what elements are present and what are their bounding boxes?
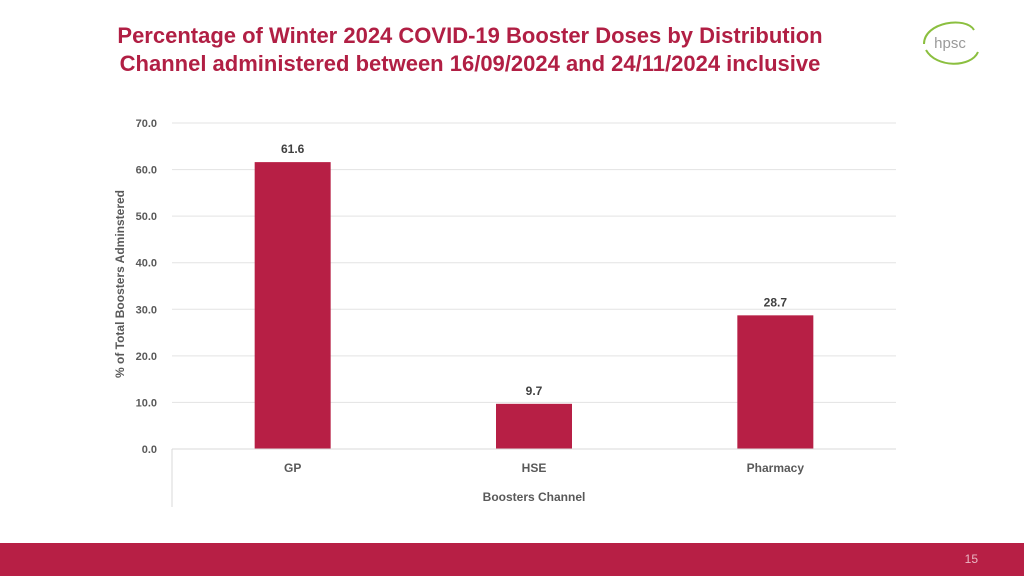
y-tick-label: 20.0	[136, 351, 157, 363]
footer-band	[0, 543, 1024, 576]
slide-title: Percentage of Winter 2024 COVID-19 Boost…	[40, 22, 900, 78]
y-tick-label: 70.0	[136, 118, 157, 130]
chart-bars	[254, 162, 814, 449]
hpsc-logo: hpsc	[923, 21, 979, 65]
bar-hse	[496, 403, 572, 449]
x-axis-ticks: GP HSE Pharmacy	[284, 461, 804, 475]
y-tick-label: 30.0	[136, 304, 157, 316]
data-label: 28.7	[764, 295, 788, 309]
y-axis-ticks: 0.0 10.0 20.0 30.0 40.0 50.0 60.0 70.0	[136, 118, 157, 456]
x-tick-label: HSE	[522, 461, 547, 475]
y-tick-label: 0.0	[142, 444, 157, 456]
data-label: 61.6	[281, 142, 305, 156]
y-tick-label: 10.0	[136, 397, 157, 409]
slide-title-line-1: Percentage of Winter 2024 COVID-19 Boost…	[117, 23, 823, 48]
data-label: 9.7	[526, 384, 543, 398]
y-tick-label: 60.0	[136, 165, 157, 177]
x-tick-label: GP	[284, 461, 301, 475]
y-axis-label: % of Total Boosters Adminstered	[113, 190, 127, 378]
page-number: 15	[964, 552, 978, 566]
logo-swoosh-lower-icon	[925, 49, 979, 65]
bar-gp	[254, 162, 331, 449]
x-axis-label: Boosters Channel	[483, 490, 586, 504]
slide-title-line-2: Channel administered between 16/09/2024 …	[119, 51, 821, 76]
bar-pharmacy	[737, 315, 814, 449]
y-tick-label: 40.0	[136, 258, 157, 270]
x-tick-label: Pharmacy	[747, 461, 805, 475]
y-tick-label: 50.0	[136, 211, 157, 223]
logo-swoosh-icon	[923, 21, 975, 45]
logo-text: hpsc	[934, 35, 966, 52]
data-labels: 61.6 9.7 28.7	[281, 142, 787, 398]
